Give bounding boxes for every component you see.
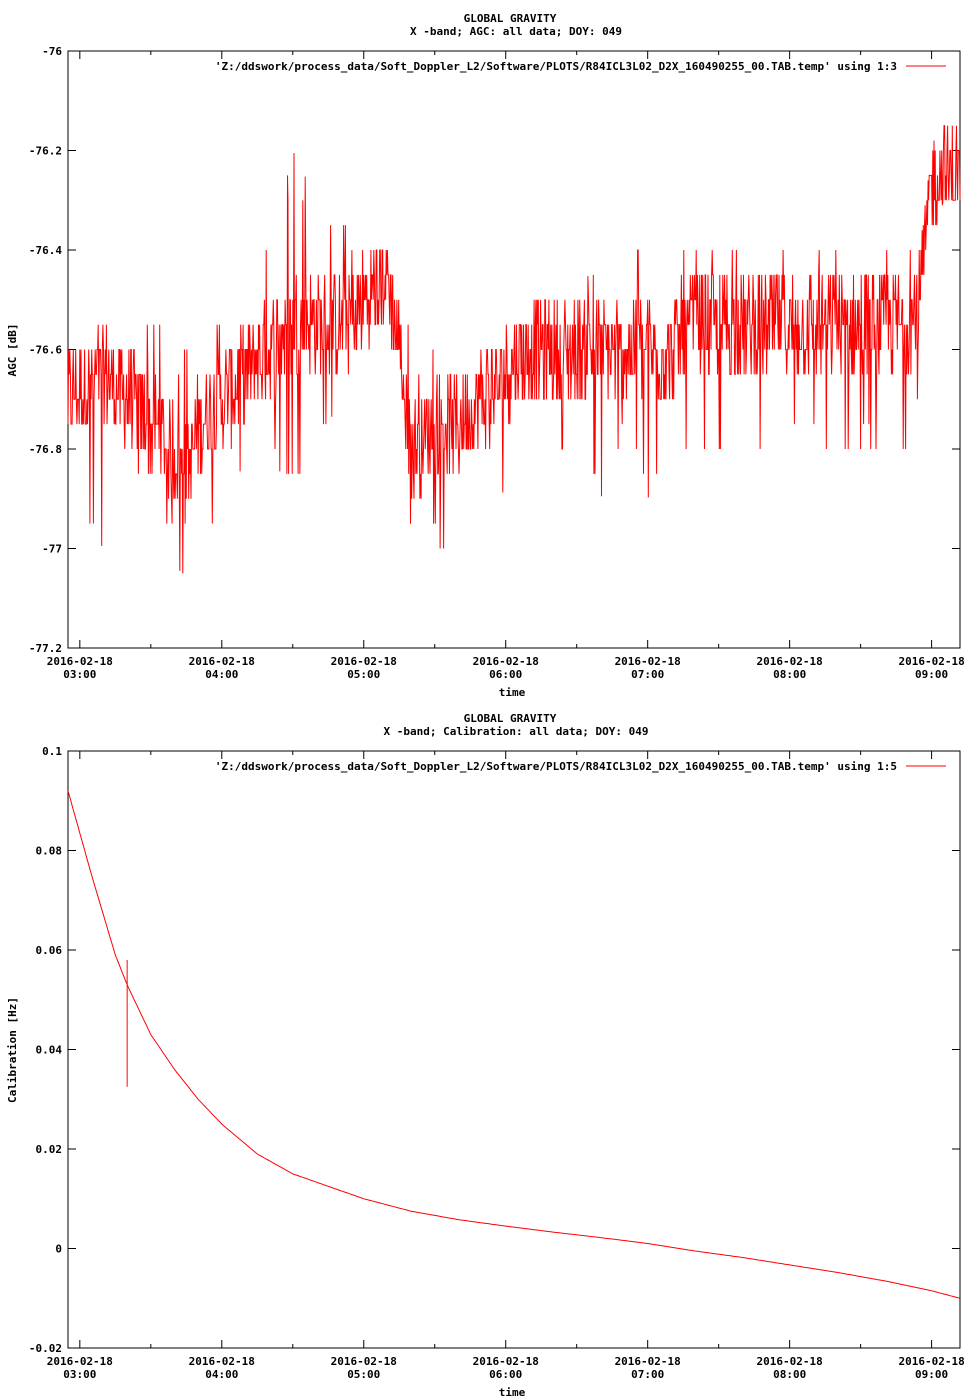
x-tick-time: 03:00 bbox=[63, 1368, 96, 1381]
x-tick-time: 08:00 bbox=[773, 1368, 806, 1381]
x-tick-time: 08:00 bbox=[773, 668, 806, 681]
y-tick-label: -0.02 bbox=[29, 1342, 62, 1355]
y-tick-label: 0.04 bbox=[36, 1044, 63, 1057]
chart-subtitle: X -band; AGC: all data; DOY: 049 bbox=[410, 25, 622, 38]
agc-chart: GLOBAL GRAVITY X -band; AGC: all data; D… bbox=[6, 12, 965, 699]
y-axis-label: AGC [dB] bbox=[6, 324, 19, 377]
axis-ticks: 0.10.080.060.040.020-0.022016-02-1803:00… bbox=[29, 745, 965, 1381]
x-tick-date: 2016-02-18 bbox=[331, 655, 397, 668]
y-tick-label: -76.8 bbox=[29, 443, 62, 456]
x-tick-date: 2016-02-18 bbox=[473, 655, 539, 668]
legend-label: 'Z:/ddswork/process_data/Soft_Doppler_L2… bbox=[215, 760, 897, 773]
x-tick-date: 2016-02-18 bbox=[47, 1355, 113, 1368]
x-tick-date: 2016-02-18 bbox=[757, 655, 823, 668]
x-tick-time: 09:00 bbox=[915, 668, 948, 681]
x-tick-time: 07:00 bbox=[631, 668, 664, 681]
chart-title: GLOBAL GRAVITY bbox=[464, 712, 557, 725]
axis-ticks: -76-76.2-76.4-76.6-76.8-77-77.22016-02-1… bbox=[29, 45, 965, 681]
x-tick-time: 06:00 bbox=[489, 1368, 522, 1381]
series-agc bbox=[67, 125, 961, 574]
y-tick-label: 0.1 bbox=[42, 745, 62, 758]
y-tick-label: -76.6 bbox=[29, 344, 62, 357]
x-tick-date: 2016-02-18 bbox=[898, 655, 964, 668]
y-tick-label: -76.4 bbox=[29, 244, 62, 257]
x-tick-time: 03:00 bbox=[63, 668, 96, 681]
calibration-chart: GLOBAL GRAVITY X -band; Calibration: all… bbox=[6, 712, 965, 1399]
y-tick-label: 0.08 bbox=[36, 845, 63, 858]
x-tick-time: 09:00 bbox=[915, 1368, 948, 1381]
y-axis-label: Calibration [Hz] bbox=[6, 997, 19, 1103]
x-axis-label: time bbox=[499, 1386, 526, 1399]
x-tick-time: 04:00 bbox=[205, 1368, 238, 1381]
y-tick-label: -76 bbox=[42, 45, 62, 58]
x-tick-time: 05:00 bbox=[347, 1368, 380, 1381]
x-tick-date: 2016-02-18 bbox=[757, 1355, 823, 1368]
x-tick-time: 05:00 bbox=[347, 668, 380, 681]
x-tick-date: 2016-02-18 bbox=[615, 655, 681, 668]
y-tick-label: 0 bbox=[55, 1243, 62, 1256]
x-tick-date: 2016-02-18 bbox=[898, 1355, 964, 1368]
y-tick-label: -77 bbox=[42, 543, 62, 556]
x-tick-date: 2016-02-18 bbox=[189, 1355, 255, 1368]
x-tick-date: 2016-02-18 bbox=[47, 655, 113, 668]
y-tick-label: -76.2 bbox=[29, 145, 62, 158]
calibration-line bbox=[67, 790, 961, 1299]
legend-label: 'Z:/ddswork/process_data/Soft_Doppler_L2… bbox=[215, 60, 897, 73]
chart-subtitle: X -band; Calibration: all data; DOY: 049 bbox=[384, 725, 649, 738]
x-tick-date: 2016-02-18 bbox=[331, 1355, 397, 1368]
agc-line bbox=[67, 125, 961, 574]
chart-title: GLOBAL GRAVITY bbox=[464, 12, 557, 25]
x-tick-time: 04:00 bbox=[205, 668, 238, 681]
x-tick-time: 07:00 bbox=[631, 1368, 664, 1381]
x-axis-label: time bbox=[499, 686, 526, 699]
y-tick-label: 0.02 bbox=[36, 1143, 63, 1156]
y-tick-label: 0.06 bbox=[36, 944, 63, 957]
x-tick-date: 2016-02-18 bbox=[189, 655, 255, 668]
y-tick-label: -77.2 bbox=[29, 642, 62, 655]
x-tick-time: 06:00 bbox=[489, 668, 522, 681]
x-tick-date: 2016-02-18 bbox=[615, 1355, 681, 1368]
x-tick-date: 2016-02-18 bbox=[473, 1355, 539, 1368]
series-calibration bbox=[67, 790, 961, 1299]
